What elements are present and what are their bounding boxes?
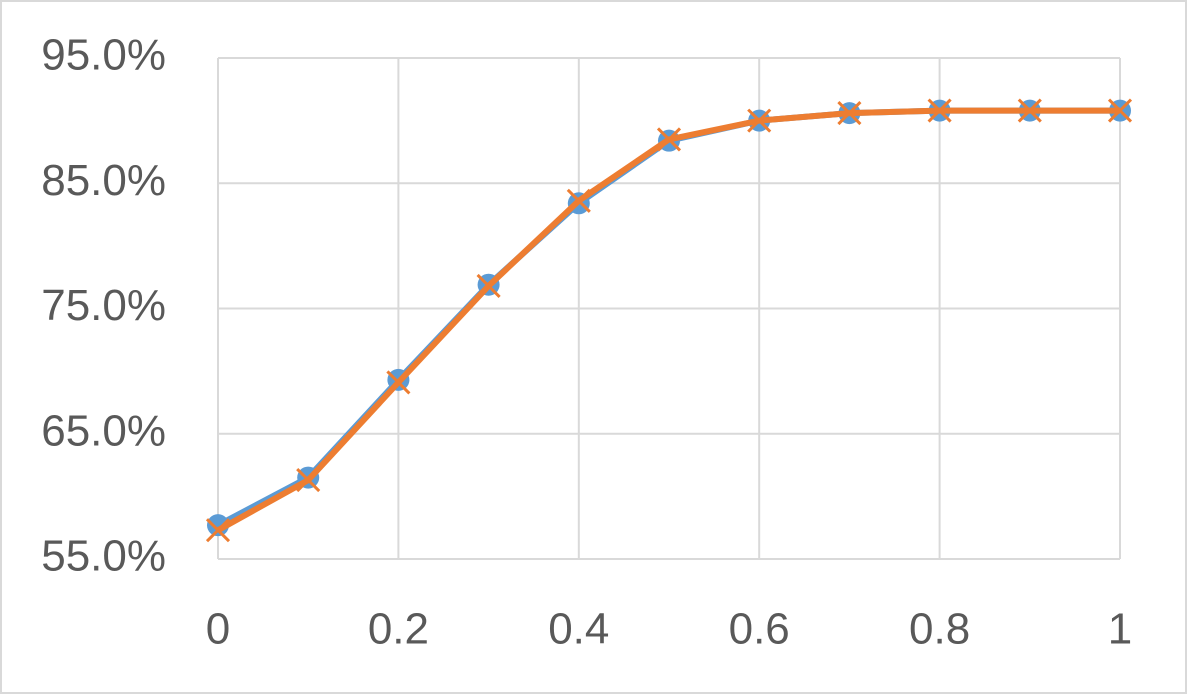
point-marker [566,188,591,213]
point-marker [476,273,501,299]
y-tick-label: 65.0% [41,406,166,455]
point-marker [1107,98,1133,123]
point-marker [927,98,952,123]
y-tick-label: 55.0% [41,532,166,581]
point-marker [747,108,772,133]
x-tick-label: 1 [1108,605,1132,654]
x-tick-label: 0.2 [368,605,429,654]
point-marker [207,514,229,537]
x-tick-label: 0.6 [729,605,790,654]
x-tick-label: 0.8 [909,605,970,654]
x-tick-label: 0 [206,605,230,654]
point-marker [205,518,231,543]
point-marker [386,370,411,395]
point-marker [1017,98,1042,123]
y-tick-label: 75.0% [41,281,166,330]
point-marker [296,468,321,493]
point-marker [656,127,682,152]
y-tick-label: 95.0% [41,31,166,80]
x-tick-label: 0.4 [548,605,609,654]
point-marker [837,101,862,126]
y-tick-label: 85.0% [41,156,166,205]
